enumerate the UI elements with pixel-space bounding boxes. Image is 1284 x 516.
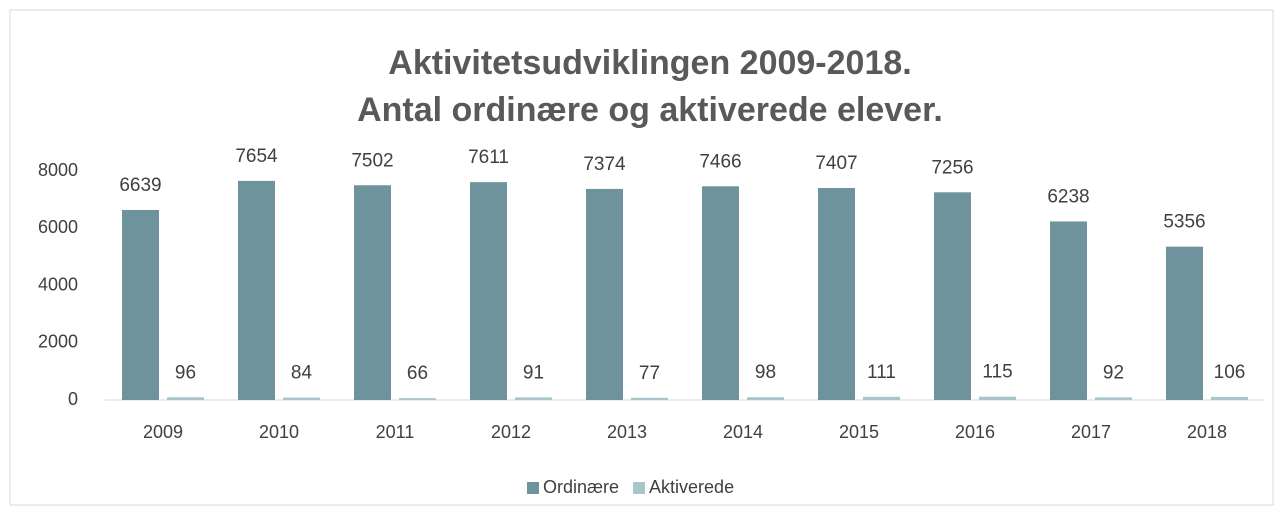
- bar: [470, 182, 507, 400]
- bar: [747, 397, 784, 400]
- data-label: 92: [1103, 362, 1124, 383]
- y-tick-label: 8000: [38, 160, 78, 180]
- bar: [1211, 396, 1248, 400]
- bar: [283, 397, 320, 400]
- data-label: 98: [755, 362, 776, 383]
- legend-swatch: [633, 482, 646, 494]
- chart-title: Antal ordinære og aktiverede elever.: [357, 91, 943, 129]
- y-tick-label: 6000: [38, 217, 78, 237]
- bar: [238, 180, 275, 400]
- bar: [586, 188, 623, 400]
- x-tick-label: 2014: [723, 422, 763, 442]
- data-label: 7374: [583, 154, 626, 175]
- data-label: 77: [639, 363, 660, 384]
- bar: [979, 396, 1016, 400]
- bar: [934, 192, 971, 400]
- data-label: 7611: [468, 147, 509, 168]
- data-label: 5356: [1163, 212, 1205, 233]
- data-label: 66: [407, 363, 428, 384]
- bar: [1095, 397, 1132, 400]
- x-tick-label: 2010: [259, 422, 299, 442]
- x-tick-label: 2012: [491, 422, 531, 442]
- data-label: 91: [523, 362, 544, 383]
- data-label: 6639: [119, 175, 161, 196]
- y-tick-label: 0: [68, 389, 78, 409]
- bar: [122, 209, 159, 400]
- bar: [1166, 246, 1203, 400]
- data-label: 111: [867, 362, 896, 383]
- data-label: 7466: [699, 151, 741, 172]
- data-label: 7654: [235, 146, 278, 167]
- bar: [515, 397, 552, 400]
- y-tick-label: 4000: [38, 274, 78, 294]
- bar: [1050, 221, 1087, 400]
- x-tick-label: 2016: [955, 422, 995, 442]
- y-tick-label: 2000: [38, 332, 78, 352]
- bar: [702, 186, 739, 400]
- x-tick-label: 2015: [839, 422, 879, 442]
- bar: [167, 397, 204, 400]
- data-label: 115: [982, 362, 1012, 383]
- x-tick-label: 2017: [1071, 422, 1111, 442]
- bar: [631, 397, 668, 400]
- legend-swatch: [527, 482, 539, 494]
- data-label: 7502: [351, 150, 393, 171]
- bar: [354, 185, 391, 400]
- data-label: 106: [1214, 362, 1246, 383]
- data-label: 96: [175, 362, 196, 383]
- bar: [818, 187, 855, 400]
- legend-label: Ordinære: [543, 477, 619, 497]
- bar: [399, 398, 436, 400]
- data-label: 7256: [931, 157, 973, 178]
- legend-label: Aktiverede: [649, 477, 734, 497]
- bar: [863, 396, 900, 400]
- data-label: 84: [291, 363, 313, 384]
- x-tick-label: 2018: [1187, 422, 1227, 442]
- chart-title: Aktivitetsudviklingen 2009-2018.: [388, 44, 911, 82]
- data-label: 7407: [815, 153, 857, 174]
- x-tick-label: 2013: [607, 422, 647, 442]
- data-label: 6238: [1047, 186, 1089, 207]
- x-tick-label: 2009: [143, 422, 183, 442]
- x-tick-label: 2011: [376, 422, 415, 442]
